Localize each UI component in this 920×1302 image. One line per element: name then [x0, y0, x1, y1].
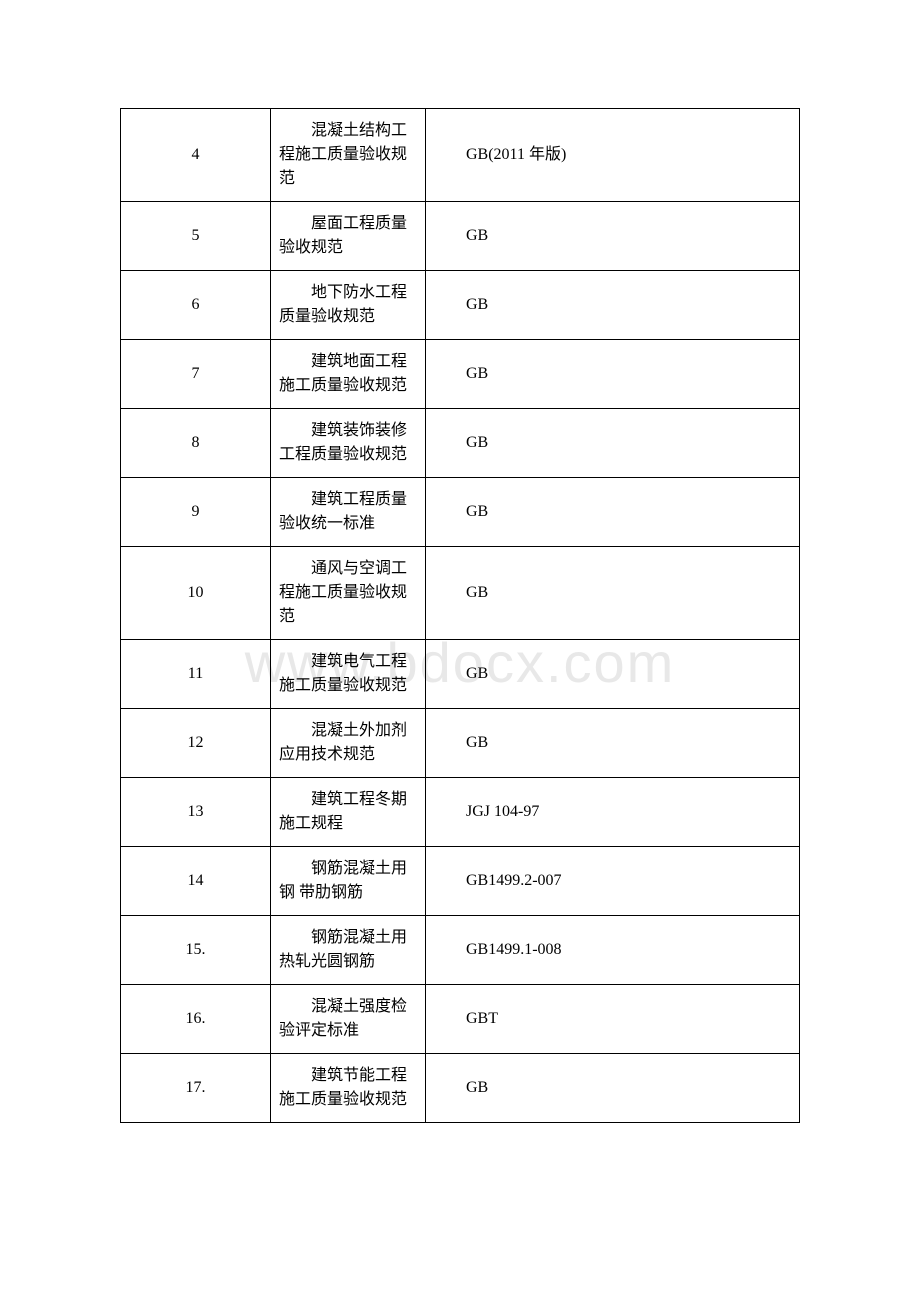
row-number: 8 — [121, 409, 271, 478]
row-number: 6 — [121, 271, 271, 340]
table-row: 7建筑地面工程施工质量验收规范GB — [121, 340, 800, 409]
page-container: 4混凝土结构工程施工质量验收规范GB(2011 年版)5屋面工程质量验收规范GB… — [0, 0, 920, 1123]
standard-name: 建筑工程质量验收统一标准 — [271, 478, 426, 547]
standard-code: GB — [426, 478, 800, 547]
standard-code: GB — [426, 202, 800, 271]
table-row: 8建筑装饰装修工程质量验收规范GB — [121, 409, 800, 478]
row-number: 14 — [121, 847, 271, 916]
table-row: 11建筑电气工程施工质量验收规范GB — [121, 640, 800, 709]
row-number: 12 — [121, 709, 271, 778]
standard-name: 混凝土外加剂应用技术规范 — [271, 709, 426, 778]
standard-name: 钢筋混凝土用钢 带肋钢筋 — [271, 847, 426, 916]
table-row: 16.混凝土强度检验评定标准GBT — [121, 985, 800, 1054]
standard-code: GB — [426, 547, 800, 640]
standard-name: 混凝土强度检验评定标准 — [271, 985, 426, 1054]
table-row: 10通风与空调工程施工质量验收规范GB — [121, 547, 800, 640]
standard-name: 地下防水工程质量验收规范 — [271, 271, 426, 340]
standards-table: 4混凝土结构工程施工质量验收规范GB(2011 年版)5屋面工程质量验收规范GB… — [120, 108, 800, 1123]
row-number: 15. — [121, 916, 271, 985]
table-row: 15.钢筋混凝土用 热轧光圆钢筋GB1499.1-008 — [121, 916, 800, 985]
standard-name: 屋面工程质量验收规范 — [271, 202, 426, 271]
standard-code: GB — [426, 271, 800, 340]
row-number: 10 — [121, 547, 271, 640]
row-number: 17. — [121, 1054, 271, 1123]
table-row: 17.建筑节能工程施工质量验收规范GB — [121, 1054, 800, 1123]
standard-name: 建筑地面工程施工质量验收规范 — [271, 340, 426, 409]
table-row: 13建筑工程冬期施工规程JGJ 104-97 — [121, 778, 800, 847]
standard-name: 建筑工程冬期施工规程 — [271, 778, 426, 847]
row-number: 13 — [121, 778, 271, 847]
table-row: 14钢筋混凝土用钢 带肋钢筋GB1499.2-007 — [121, 847, 800, 916]
row-number: 11 — [121, 640, 271, 709]
table-row: 4混凝土结构工程施工质量验收规范GB(2011 年版) — [121, 109, 800, 202]
standard-code: GB1499.1-008 — [426, 916, 800, 985]
table-row: 5屋面工程质量验收规范GB — [121, 202, 800, 271]
standard-code: GB — [426, 1054, 800, 1123]
row-number: 5 — [121, 202, 271, 271]
standard-code: GB — [426, 340, 800, 409]
row-number: 9 — [121, 478, 271, 547]
standard-code: JGJ 104-97 — [426, 778, 800, 847]
standard-name: 钢筋混凝土用 热轧光圆钢筋 — [271, 916, 426, 985]
standard-code: GB(2011 年版) — [426, 109, 800, 202]
standard-code: GB — [426, 409, 800, 478]
row-number: 4 — [121, 109, 271, 202]
standard-code: GBT — [426, 985, 800, 1054]
row-number: 16. — [121, 985, 271, 1054]
table-row: 9建筑工程质量验收统一标准GB — [121, 478, 800, 547]
standard-name: 建筑装饰装修工程质量验收规范 — [271, 409, 426, 478]
table-row: 6地下防水工程质量验收规范GB — [121, 271, 800, 340]
standard-name: 建筑电气工程施工质量验收规范 — [271, 640, 426, 709]
standard-code: GB — [426, 709, 800, 778]
standard-code: GB — [426, 640, 800, 709]
standard-code: GB1499.2-007 — [426, 847, 800, 916]
standard-name: 通风与空调工程施工质量验收规范 — [271, 547, 426, 640]
table-row: 12混凝土外加剂应用技术规范GB — [121, 709, 800, 778]
standard-name: 建筑节能工程施工质量验收规范 — [271, 1054, 426, 1123]
row-number: 7 — [121, 340, 271, 409]
standard-name: 混凝土结构工程施工质量验收规范 — [271, 109, 426, 202]
